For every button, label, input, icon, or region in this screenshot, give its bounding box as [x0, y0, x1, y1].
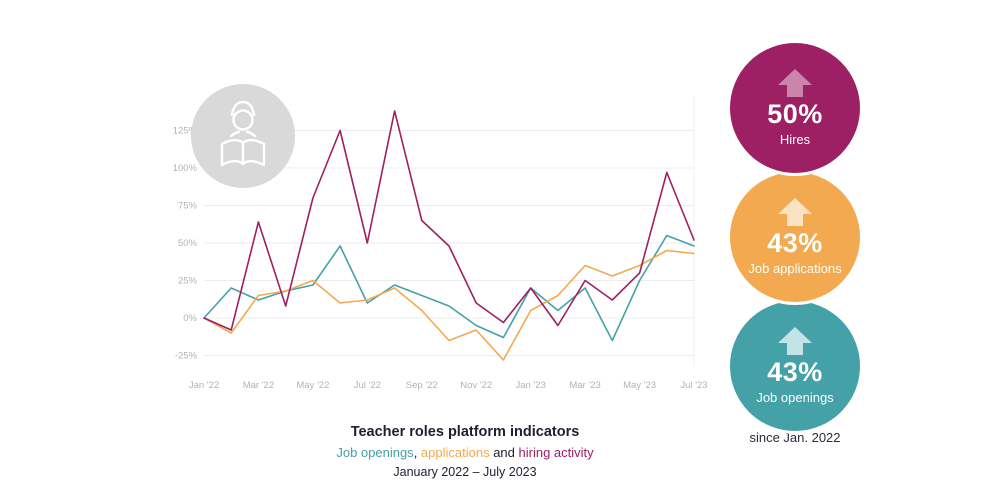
svg-text:-25%: -25%	[175, 351, 198, 362]
svg-text:75%: 75%	[178, 201, 198, 212]
subtitle-part: ,	[413, 445, 421, 460]
svg-text:25%: 25%	[178, 276, 198, 287]
svg-text:Jul '22: Jul '22	[354, 380, 381, 391]
svg-text:Sep '22: Sep '22	[406, 380, 438, 391]
since-label: since Jan. 2022	[749, 430, 841, 445]
stat-badge-hires: 50% Hires	[727, 40, 863, 176]
chart-title: Teacher roles platform indicators	[350, 424, 580, 440]
chart-caption: Teacher roles platform indicators Job op…	[260, 424, 670, 479]
svg-text:May '23: May '23	[623, 380, 656, 391]
stat-badge-job-openings: 43% Job openings	[727, 298, 863, 434]
svg-text:Jan '23: Jan '23	[515, 380, 545, 391]
svg-text:100%: 100%	[173, 163, 198, 174]
teacher-reading-icon	[191, 84, 295, 188]
subtitle-part: applications	[420, 445, 490, 460]
svg-text:0%: 0%	[183, 313, 197, 324]
svg-text:Jul '23: Jul '23	[680, 380, 707, 391]
subtitle-part: Job openings	[336, 445, 414, 460]
up-arrow-icon	[778, 327, 812, 355]
subtitle-part: and	[489, 445, 519, 460]
up-arrow-icon	[778, 198, 812, 226]
stat-value: 43%	[767, 228, 823, 258]
svg-text:Jan '22: Jan '22	[189, 380, 219, 391]
chart-subtitle: Job openings, applications and hiring ac…	[260, 445, 670, 460]
svg-text:Mar '22: Mar '22	[243, 380, 274, 391]
stat-label: Job openings	[756, 390, 834, 405]
stat-badge-job-applications: 43% Job applications	[727, 169, 863, 305]
stat-label: Job applications	[748, 261, 842, 276]
stat-value: 50%	[767, 99, 823, 129]
svg-text:Mar '23: Mar '23	[569, 380, 600, 391]
up-arrow-icon	[778, 69, 812, 97]
line-chart: -25% 0% 25% 50% 75% 100% 125% Jan '22 Mar '22 May…	[173, 96, 708, 391]
svg-text:50%: 50%	[178, 238, 198, 249]
svg-text:Nov '22: Nov '22	[460, 380, 492, 391]
svg-text:May '22: May '22	[296, 380, 329, 391]
chart-period: January 2022 – July 2023	[393, 465, 537, 479]
subtitle-part: hiring activity	[518, 445, 594, 460]
stat-label: Hires	[779, 132, 811, 147]
svg-text:125%: 125%	[173, 126, 198, 137]
stat-value: 43%	[767, 357, 823, 387]
